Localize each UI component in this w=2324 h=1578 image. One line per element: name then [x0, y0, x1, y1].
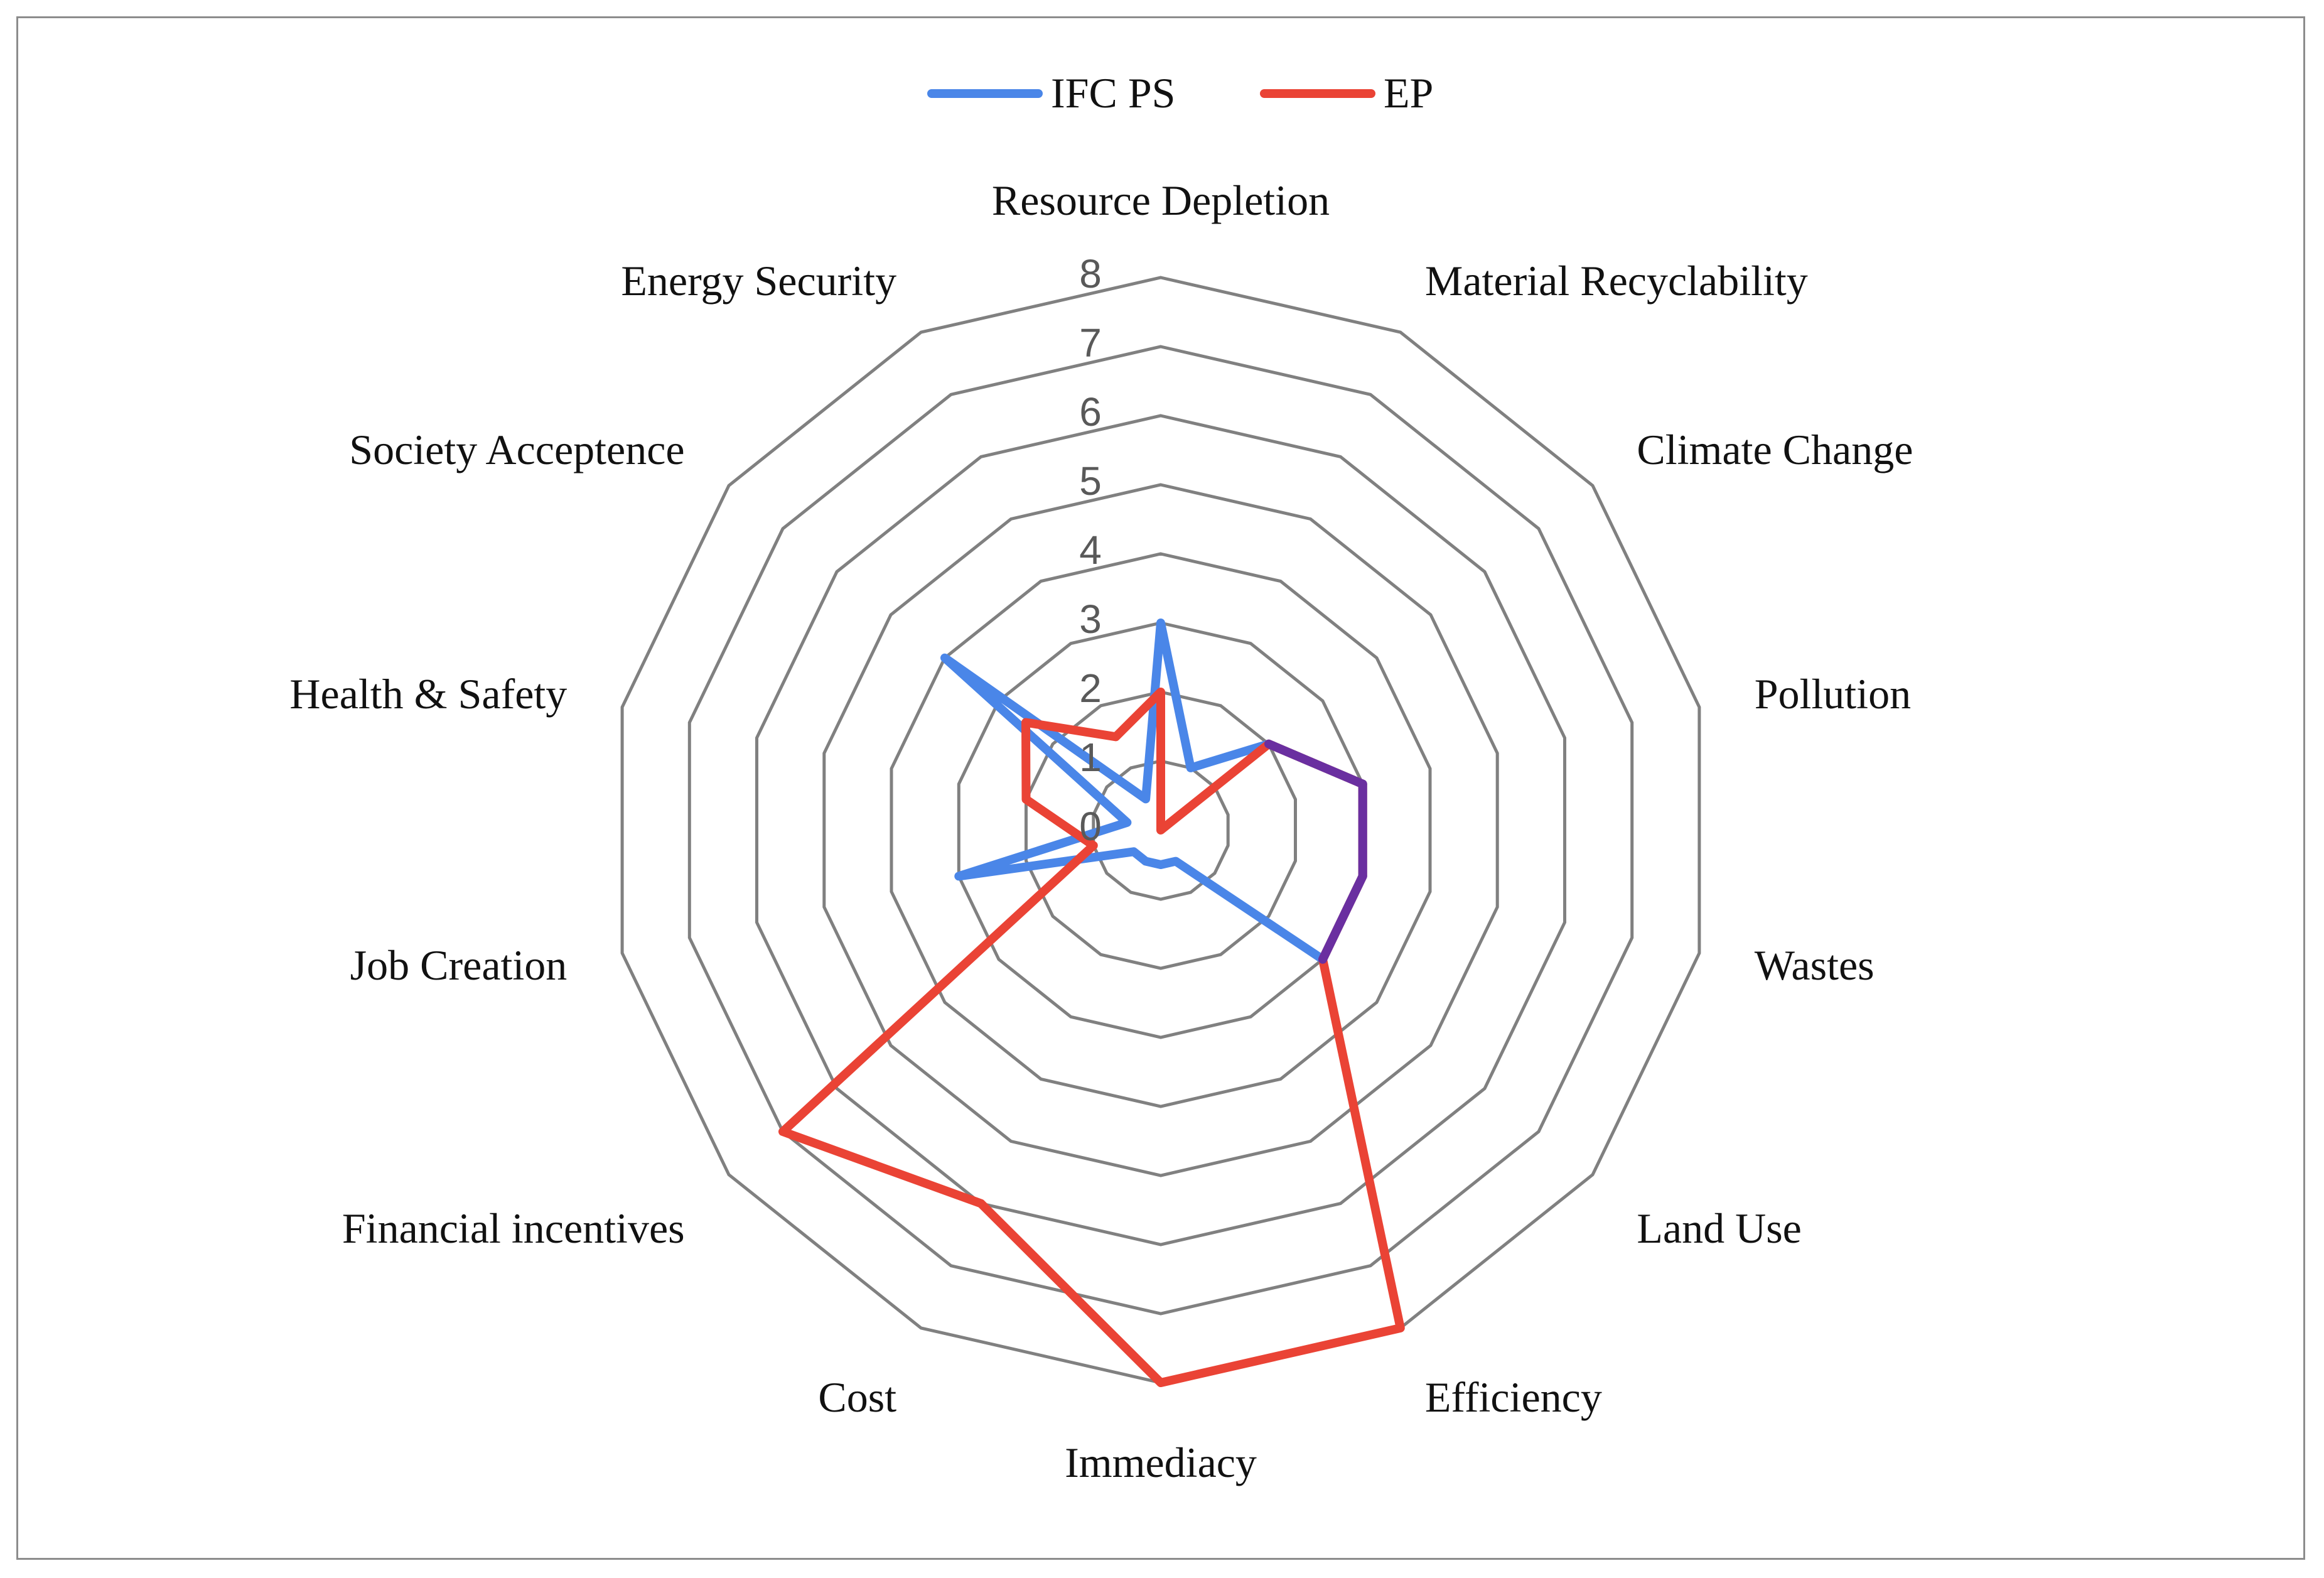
- overlap-segment: [1264, 739, 1367, 789]
- tick-label-4: 4: [1079, 527, 1102, 573]
- grid-ring-7: [687, 345, 1634, 1316]
- overlap-layer: [1264, 739, 1367, 964]
- chart-frame: IFC PS EP 0 1 2 3 4 5 6 7 8 Resource Depletion Mat…: [16, 16, 2305, 1560]
- axis-label-material-recyclability: Material Recyclability: [1425, 257, 1808, 305]
- axis-label-climate-change: Climate Change: [1637, 426, 1913, 473]
- axis-labels: Resource Depletion Material Recyclability…: [289, 176, 1913, 1486]
- axis-label-health-safety: Health & Safety: [289, 670, 567, 718]
- axis-label-financial-incentives: Financial incentives: [342, 1204, 685, 1252]
- axis-label-cost: Cost: [818, 1373, 896, 1421]
- axis-label-immediacy: Immediacy: [1065, 1439, 1257, 1486]
- legend-label-ifc-ps: IFC PS: [1051, 69, 1175, 117]
- radar-chart: IFC PS EP 0 1 2 3 4 5 6 7 8 Resource Depletion Mat…: [289, 69, 1913, 1486]
- legend: IFC PS EP: [927, 69, 1433, 117]
- tick-label-1: 1: [1079, 735, 1102, 780]
- legend-label-ep: EP: [1384, 69, 1433, 117]
- grid-ring-5: [822, 483, 1499, 1177]
- axis-label-job-creation: Job Creation: [350, 941, 568, 989]
- axis-label-efficiency: Efficiency: [1425, 1373, 1602, 1421]
- grid-ring-2: [1025, 690, 1297, 970]
- axis-label-energy-security: Energy Security: [621, 257, 896, 305]
- tick-label-2: 2: [1079, 666, 1102, 711]
- axis-label-pollution: Pollution: [1755, 670, 1911, 718]
- tick-label-0: 0: [1079, 804, 1102, 849]
- tick-label-8: 8: [1079, 251, 1102, 296]
- grid-ring-6: [755, 414, 1566, 1246]
- series-line-ifc-ps: [940, 619, 1367, 964]
- axis-label-resource-depletion: Resource Depletion: [992, 176, 1330, 224]
- tick-label-3: 3: [1079, 597, 1102, 642]
- axis-label-society-acceptence: Society Acceptence: [349, 426, 684, 473]
- tick-label-7: 7: [1079, 320, 1102, 365]
- radar-grid: [620, 276, 1701, 1385]
- grid-ring-3: [957, 621, 1365, 1039]
- radial-ticks: 0 1 2 3 4 5 6 7 8: [1079, 251, 1102, 849]
- axis-label-wastes: Wastes: [1755, 941, 1875, 989]
- tick-label-5: 5: [1079, 458, 1102, 504]
- axis-label-land-use: Land Use: [1637, 1204, 1801, 1252]
- overlap-segment: [1318, 872, 1367, 964]
- grid-ring-4: [890, 552, 1432, 1108]
- tick-label-6: 6: [1079, 389, 1102, 435]
